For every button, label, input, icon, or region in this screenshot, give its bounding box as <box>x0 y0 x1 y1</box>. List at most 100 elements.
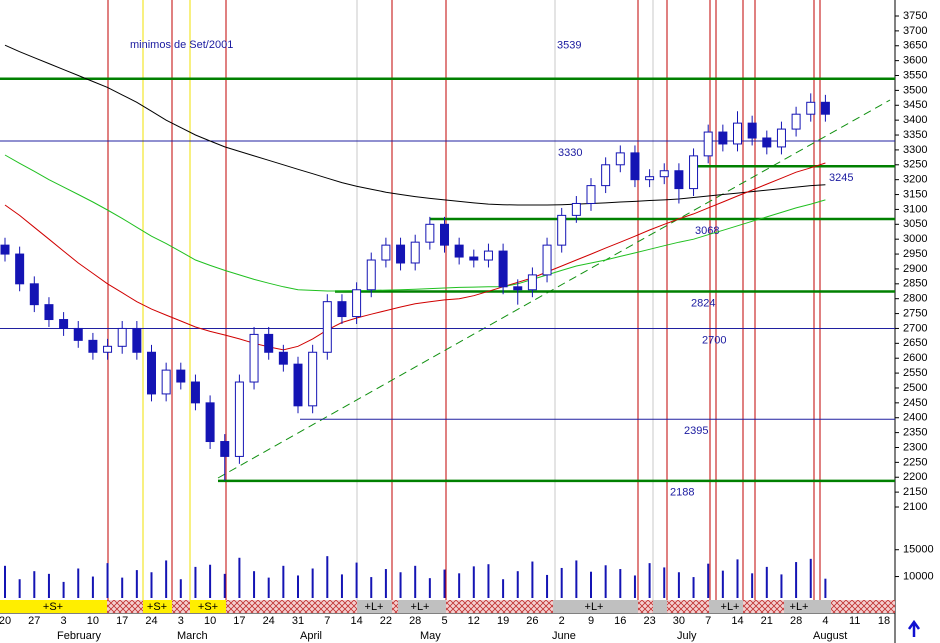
level-label: 3539 <box>557 40 581 52</box>
y-tick-label: 3650 <box>903 40 927 52</box>
candle-body <box>498 250 508 288</box>
signal-label: +S+ <box>147 601 167 613</box>
x-tick-label: 24 <box>263 615 275 627</box>
candle-body <box>308 351 318 407</box>
candle-body <box>147 351 156 395</box>
volume-bar <box>502 579 505 598</box>
y-tick-label: 3500 <box>903 84 927 96</box>
candle-body <box>322 301 332 353</box>
candle-body <box>645 176 655 181</box>
y-tick-label: 2550 <box>903 367 927 379</box>
volume-bar <box>443 569 446 598</box>
y-tick-label: 3750 <box>903 10 927 22</box>
volume-bar <box>33 571 36 598</box>
x-tick-label: 26 <box>526 615 538 627</box>
y-tick-label: 2600 <box>903 352 927 364</box>
candle-body <box>440 223 449 246</box>
volume-bar <box>751 573 754 598</box>
volume-bar <box>370 577 373 598</box>
x-tick-label: 4 <box>822 615 828 627</box>
volume-bar <box>77 568 80 598</box>
volume-bar <box>414 565 417 598</box>
x-tick-label: 23 <box>643 615 655 627</box>
candle-body <box>689 155 699 190</box>
y-tick-label: 3050 <box>903 218 927 230</box>
x-tick-label: 18 <box>878 615 890 627</box>
signal-label: +L+ <box>790 601 809 613</box>
volume-bar <box>516 571 519 598</box>
x-tick-label: 27 <box>28 615 40 627</box>
signal-label: +S+ <box>198 601 218 613</box>
volume-bar <box>326 556 329 598</box>
volume-bar <box>267 577 270 598</box>
signal-label: +L+ <box>721 601 740 613</box>
y-tick-label: 3400 <box>903 114 927 126</box>
y-tick-label: 2250 <box>903 456 927 468</box>
candle-body <box>776 128 786 148</box>
level-label: 3245 <box>829 172 853 184</box>
volume-bar <box>677 572 680 598</box>
x-tick-label: 28 <box>790 615 802 627</box>
volume-bar <box>663 567 666 598</box>
candle-body <box>571 202 581 216</box>
volume-bar <box>106 563 109 598</box>
x-tick-label: 11 <box>849 615 860 627</box>
volume-tick-label: 10000 <box>903 570 934 582</box>
y-tick-label: 3000 <box>903 233 927 245</box>
y-tick-label: 2450 <box>903 397 927 409</box>
x-tick-label: 30 <box>673 615 685 627</box>
month-label: April <box>300 630 322 642</box>
x-tick-label: 16 <box>614 615 626 627</box>
y-tick-label: 2850 <box>903 278 927 290</box>
trend-line <box>217 99 891 479</box>
volume-bar <box>487 564 490 598</box>
signal-band <box>0 600 895 613</box>
volume-bar <box>780 574 783 598</box>
candle-body <box>29 283 39 306</box>
candle-body <box>659 170 669 178</box>
candle-body <box>117 327 127 347</box>
x-tick-label: 31 <box>292 615 304 627</box>
y-tick-label: 2950 <box>903 248 927 260</box>
signal-band <box>357 600 392 613</box>
signal-label: +L+ <box>365 601 384 613</box>
month-label: August <box>813 630 847 642</box>
candle-body <box>615 152 625 166</box>
month-label: June <box>552 630 576 642</box>
x-tick-label: 22 <box>380 615 392 627</box>
volume-bar <box>648 563 651 598</box>
signal-label: +L+ <box>411 601 430 613</box>
candle-body <box>601 164 611 187</box>
x-tick-label: 10 <box>204 615 216 627</box>
volume-bar <box>340 574 343 598</box>
candle-body <box>820 101 830 115</box>
candle-body <box>703 131 713 157</box>
volume-bar <box>223 573 226 598</box>
y-tick-label: 2900 <box>903 263 927 275</box>
x-tick-label: 20 <box>0 615 11 627</box>
x-tick-label: 3 <box>61 615 67 627</box>
candle-body <box>205 402 215 443</box>
candle-body <box>103 345 113 353</box>
volume-bar <box>809 558 812 598</box>
volume-bar <box>165 560 168 598</box>
candle-body <box>542 244 552 276</box>
candle-body <box>557 214 567 246</box>
volume-bar <box>736 559 739 598</box>
signal-label: +L+ <box>585 601 604 613</box>
x-tick-label: 5 <box>441 615 447 627</box>
x-tick-label: 3 <box>178 615 184 627</box>
scroll-arrow[interactable] <box>907 619 921 637</box>
y-tick-label: 2750 <box>903 307 927 319</box>
x-tick-label: 21 <box>761 615 773 627</box>
volume-bar <box>824 578 827 598</box>
signal-label: +S+ <box>43 601 63 613</box>
volume-bar <box>384 569 387 598</box>
candle-body <box>293 363 303 407</box>
y-tick-label: 2300 <box>903 441 927 453</box>
y-tick-label: 3550 <box>903 69 927 81</box>
volume-bar <box>619 569 622 598</box>
candle-body <box>190 381 200 404</box>
x-tick-label: 14 <box>350 615 362 627</box>
volume-bar <box>795 562 798 598</box>
